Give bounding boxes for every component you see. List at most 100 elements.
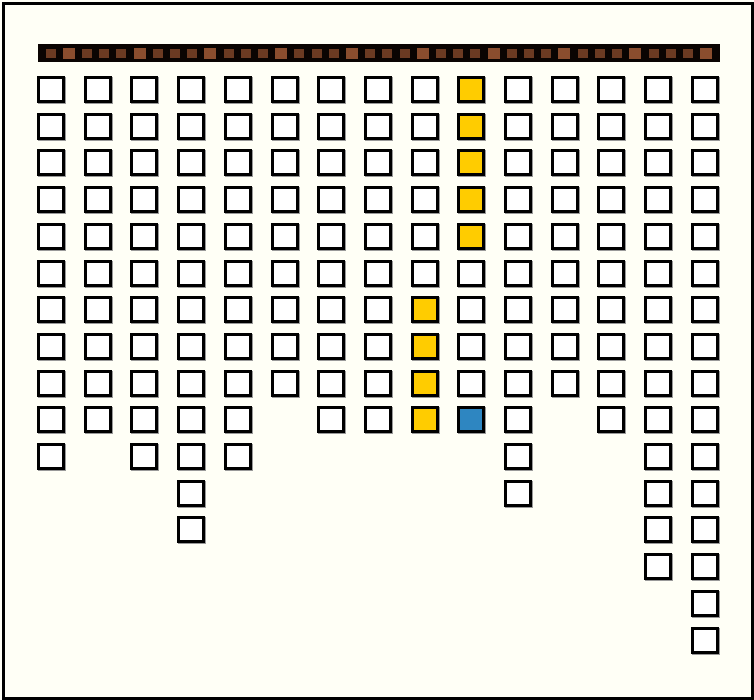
grid-cell-empty[interactable] xyxy=(84,370,112,397)
grid-cell-empty[interactable] xyxy=(84,186,112,213)
grid-cell-empty[interactable] xyxy=(177,186,205,213)
grid-cell-empty[interactable] xyxy=(644,76,672,103)
grid-cell-empty[interactable] xyxy=(271,113,299,140)
grid-cell-empty[interactable] xyxy=(364,406,392,433)
grid-cell-empty[interactable] xyxy=(224,406,252,433)
grid-cell-empty[interactable] xyxy=(644,260,672,287)
grid-cell-empty[interactable] xyxy=(177,260,205,287)
grid-cell-empty[interactable] xyxy=(551,333,579,360)
grid-cell-empty[interactable] xyxy=(691,186,719,213)
grid-cell-empty[interactable] xyxy=(597,333,625,360)
grid-cell-empty[interactable] xyxy=(224,223,252,250)
grid-cell-empty[interactable] xyxy=(177,113,205,140)
grid-cell-empty[interactable] xyxy=(411,223,439,250)
grid-cell-empty[interactable] xyxy=(177,333,205,360)
grid-cell-empty[interactable] xyxy=(504,76,532,103)
grid-cell-empty[interactable] xyxy=(364,186,392,213)
grid-cell-empty[interactable] xyxy=(644,480,672,507)
grid-cell-empty[interactable] xyxy=(130,333,158,360)
grid-cell-empty[interactable] xyxy=(364,333,392,360)
grid-cell-yellow[interactable] xyxy=(411,406,439,433)
grid-cell-empty[interactable] xyxy=(644,186,672,213)
grid-cell-empty[interactable] xyxy=(271,223,299,250)
grid-cell-empty[interactable] xyxy=(130,76,158,103)
grid-cell-empty[interactable] xyxy=(271,296,299,323)
grid-cell-empty[interactable] xyxy=(504,333,532,360)
grid-cell-empty[interactable] xyxy=(224,260,252,287)
grid-cell-empty[interactable] xyxy=(130,370,158,397)
grid-cell-empty[interactable] xyxy=(597,223,625,250)
grid-cell-empty[interactable] xyxy=(691,76,719,103)
grid-cell-empty[interactable] xyxy=(644,370,672,397)
grid-cell-empty[interactable] xyxy=(644,113,672,140)
grid-cell-empty[interactable] xyxy=(130,443,158,470)
grid-cell-empty[interactable] xyxy=(597,260,625,287)
grid-cell-empty[interactable] xyxy=(691,296,719,323)
grid-cell-empty[interactable] xyxy=(504,149,532,176)
grid-cell-empty[interactable] xyxy=(37,406,65,433)
grid-cell-empty[interactable] xyxy=(224,186,252,213)
grid-cell-empty[interactable] xyxy=(37,223,65,250)
grid-cell-empty[interactable] xyxy=(551,113,579,140)
grid-cell-empty[interactable] xyxy=(551,223,579,250)
grid-cell-empty[interactable] xyxy=(411,76,439,103)
grid-cell-empty[interactable] xyxy=(644,149,672,176)
grid-cell-empty[interactable] xyxy=(224,296,252,323)
grid-cell-empty[interactable] xyxy=(177,223,205,250)
grid-cell-empty[interactable] xyxy=(644,516,672,543)
grid-cell-empty[interactable] xyxy=(504,223,532,250)
grid-cell-empty[interactable] xyxy=(364,149,392,176)
grid-cell-empty[interactable] xyxy=(84,406,112,433)
grid-cell-empty[interactable] xyxy=(84,149,112,176)
grid-cell-empty[interactable] xyxy=(177,516,205,543)
grid-cell-empty[interactable] xyxy=(504,443,532,470)
grid-cell-empty[interactable] xyxy=(551,149,579,176)
grid-cell-empty[interactable] xyxy=(84,296,112,323)
grid-cell-empty[interactable] xyxy=(457,260,485,287)
grid-cell-empty[interactable] xyxy=(177,370,205,397)
grid-cell-empty[interactable] xyxy=(317,406,345,433)
grid-cell-empty[interactable] xyxy=(504,480,532,507)
grid-cell-empty[interactable] xyxy=(644,443,672,470)
grid-cell-empty[interactable] xyxy=(644,296,672,323)
grid-cell-empty[interactable] xyxy=(644,223,672,250)
grid-cell-empty[interactable] xyxy=(317,149,345,176)
grid-cell-empty[interactable] xyxy=(317,76,345,103)
grid-cell-empty[interactable] xyxy=(691,370,719,397)
grid-cell-empty[interactable] xyxy=(551,260,579,287)
grid-cell-empty[interactable] xyxy=(130,149,158,176)
grid-cell-empty[interactable] xyxy=(177,480,205,507)
grid-cell-empty[interactable] xyxy=(130,113,158,140)
grid-cell-empty[interactable] xyxy=(177,149,205,176)
grid-cell-empty[interactable] xyxy=(691,406,719,433)
grid-cell-empty[interactable] xyxy=(224,113,252,140)
grid-cell-empty[interactable] xyxy=(271,186,299,213)
grid-cell-empty[interactable] xyxy=(597,113,625,140)
grid-cell-empty[interactable] xyxy=(177,296,205,323)
grid-cell-empty[interactable] xyxy=(691,149,719,176)
grid-cell-empty[interactable] xyxy=(224,443,252,470)
grid-cell-empty[interactable] xyxy=(37,186,65,213)
grid-cell-yellow[interactable] xyxy=(457,223,485,250)
grid-cell-empty[interactable] xyxy=(37,333,65,360)
grid-cell-empty[interactable] xyxy=(364,370,392,397)
grid-cell-empty[interactable] xyxy=(37,149,65,176)
grid-cell-empty[interactable] xyxy=(597,370,625,397)
grid-cell-empty[interactable] xyxy=(130,223,158,250)
grid-cell-empty[interactable] xyxy=(691,333,719,360)
grid-cell-blue[interactable] xyxy=(457,406,485,433)
grid-cell-empty[interactable] xyxy=(130,186,158,213)
grid-cell-empty[interactable] xyxy=(597,296,625,323)
grid-cell-empty[interactable] xyxy=(691,553,719,580)
grid-cell-empty[interactable] xyxy=(457,296,485,323)
grid-cell-empty[interactable] xyxy=(551,370,579,397)
grid-cell-empty[interactable] xyxy=(691,260,719,287)
grid-cell-empty[interactable] xyxy=(457,370,485,397)
grid-cell-empty[interactable] xyxy=(644,333,672,360)
grid-cell-empty[interactable] xyxy=(84,260,112,287)
grid-cell-empty[interactable] xyxy=(271,149,299,176)
grid-cell-empty[interactable] xyxy=(317,223,345,250)
grid-cell-empty[interactable] xyxy=(691,443,719,470)
grid-cell-empty[interactable] xyxy=(317,260,345,287)
grid-cell-yellow[interactable] xyxy=(457,149,485,176)
